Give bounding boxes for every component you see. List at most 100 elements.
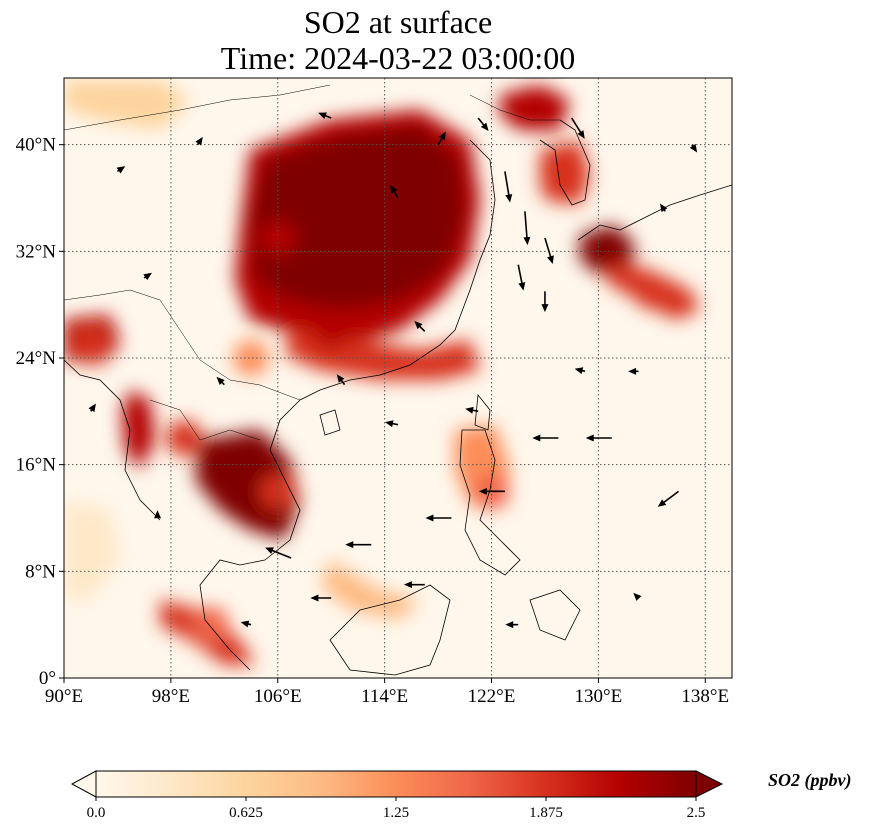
wind-arrow bbox=[660, 203, 668, 213]
colorbar-tick-label: 1.875 bbox=[529, 805, 563, 821]
lat-tick-label: 16°N bbox=[16, 455, 57, 476]
colorbar-extend-min bbox=[70, 770, 97, 798]
map-frame bbox=[63, 77, 733, 679]
so2-field bbox=[64, 80, 700, 665]
coastline-sulawesi bbox=[529, 589, 581, 641]
coastline-borneo bbox=[329, 584, 451, 676]
so2-region-borneo bbox=[320, 560, 420, 620]
wind-arrow bbox=[265, 547, 292, 559]
map-axes: 90°E 98°E 106°E 114°E 122°E 130°E 138°E 0° 8°N 16… bbox=[16, 135, 729, 707]
title-line-1: SO2 at surface bbox=[303, 4, 493, 40]
wind-arrow bbox=[523, 211, 531, 246]
wind-arrow bbox=[240, 620, 252, 628]
wind-arrow bbox=[657, 490, 680, 507]
wind-arrow bbox=[425, 514, 452, 522]
coastline-japan bbox=[577, 184, 732, 241]
colorbar-ticks: 0.0 0.625 1.25 1.875 2.5 bbox=[87, 797, 705, 821]
wind-arrow bbox=[143, 272, 152, 281]
colorbar: 0.0 0.625 1.25 1.875 2.5 bbox=[70, 770, 724, 821]
so2-hotspot bbox=[233, 340, 270, 376]
map-plot-area bbox=[64, 78, 732, 678]
lat-tick-label: 32°N bbox=[16, 241, 57, 262]
wind-arrow bbox=[437, 131, 446, 146]
colorbar-gradient bbox=[95, 770, 697, 798]
lon-tick-label: 106°E bbox=[254, 686, 302, 707]
coastlines bbox=[64, 119, 732, 676]
coastline-malay-peninsula bbox=[199, 559, 266, 671]
so2-hotspot bbox=[313, 180, 350, 216]
wind-arrow bbox=[574, 367, 586, 375]
so2-region-northwest bbox=[64, 80, 190, 130]
wind-arrow bbox=[571, 117, 585, 139]
wind-arrow bbox=[465, 406, 479, 414]
wind-arrow bbox=[154, 510, 162, 519]
lon-tick-label: 90°E bbox=[45, 686, 83, 707]
border-south-china bbox=[64, 289, 301, 401]
so2-hotspot bbox=[166, 420, 203, 456]
colorbar-tick-label: 0.0 bbox=[87, 805, 106, 821]
lon-tick-label: 98°E bbox=[152, 686, 190, 707]
coastline-bay-of-bengal bbox=[64, 359, 161, 521]
coastline-taiwan bbox=[474, 393, 491, 431]
so2-hotspot bbox=[339, 260, 376, 296]
map-title: SO2 at surface Time: 2024-03-22 03:00:00 bbox=[64, 4, 732, 76]
colorbar-tick-label: 0.625 bbox=[229, 805, 263, 821]
lon-tick-label: 130°E bbox=[575, 686, 623, 707]
lat-tick-label: 8°N bbox=[25, 561, 56, 582]
so2-hotspot bbox=[72, 326, 109, 363]
so2-hotspot bbox=[406, 153, 443, 190]
so2-hotspot bbox=[633, 273, 670, 310]
wind-arrow bbox=[585, 434, 612, 442]
border-indochina bbox=[149, 399, 261, 441]
so2-region-northeast-china bbox=[500, 85, 570, 130]
lon-tick-label: 122°E bbox=[468, 686, 516, 707]
lat-tick-label: 24°N bbox=[16, 348, 57, 369]
wind-arrow bbox=[628, 367, 639, 375]
so2-region-myanmar bbox=[122, 390, 155, 470]
so2-hotspot bbox=[540, 166, 577, 203]
wind-arrow bbox=[477, 117, 489, 131]
wind-arrow bbox=[517, 264, 526, 291]
wind-arrow bbox=[385, 420, 399, 428]
wind-arrow bbox=[505, 621, 519, 629]
colorbar-label: SO2 (ppbv) bbox=[768, 770, 852, 790]
wind-arrow bbox=[633, 592, 642, 601]
so2-hotspot bbox=[219, 446, 256, 483]
wind-arrow bbox=[310, 594, 332, 602]
graticule bbox=[64, 78, 732, 678]
so2-hotspot bbox=[192, 606, 229, 643]
wind-arrow bbox=[345, 541, 372, 549]
coastline-hainan bbox=[319, 409, 341, 436]
wind-arrow bbox=[414, 320, 426, 332]
lon-tick-label: 138°E bbox=[681, 686, 729, 707]
lon-tick-label: 114°E bbox=[361, 686, 408, 707]
so2-region-bay-of-bengal bbox=[64, 500, 120, 600]
wind-arrow bbox=[403, 581, 425, 589]
coastline-philippines bbox=[459, 429, 521, 576]
so2-hotspot bbox=[313, 313, 350, 350]
wind-arrow bbox=[88, 403, 96, 413]
wind-arrow bbox=[544, 237, 554, 264]
so2-hotspot bbox=[366, 206, 403, 243]
border-mongolia bbox=[64, 84, 331, 131]
borders bbox=[64, 84, 560, 441]
border-northeast bbox=[469, 94, 560, 121]
wind-arrow bbox=[478, 487, 505, 495]
wind-arrow bbox=[216, 376, 225, 386]
coastline-vietnam bbox=[264, 399, 301, 561]
wind-arrow bbox=[689, 143, 698, 153]
lat-tick-label: 0° bbox=[39, 668, 56, 689]
wind-arrow bbox=[195, 136, 203, 146]
wind-arrow bbox=[541, 291, 549, 313]
wind-vectors bbox=[88, 112, 698, 629]
lat-tick-label: 40°N bbox=[16, 135, 57, 156]
coastline-korea bbox=[539, 119, 591, 206]
colorbar-extend-max bbox=[695, 770, 724, 798]
wind-arrow bbox=[532, 434, 559, 442]
coastline-china bbox=[299, 139, 496, 401]
wind-arrow bbox=[318, 112, 332, 120]
wind-arrow bbox=[504, 171, 513, 203]
wind-arrow bbox=[116, 166, 126, 174]
title-line-2: Time: 2024-03-22 03:00:00 bbox=[220, 40, 576, 76]
